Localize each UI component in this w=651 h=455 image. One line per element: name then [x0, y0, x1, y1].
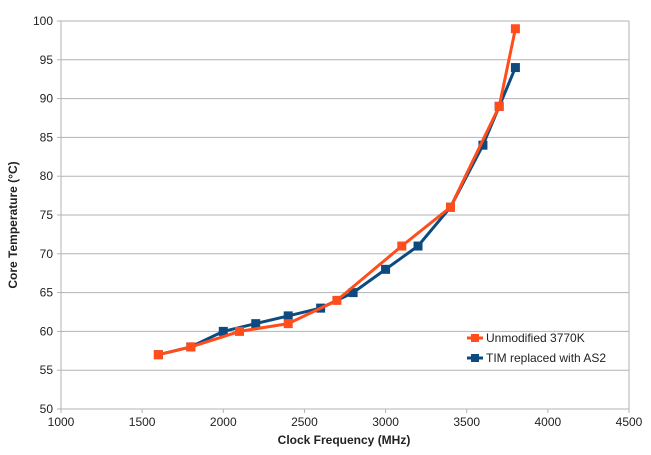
y-tick-label: 90: [40, 92, 54, 106]
x-tick-label: 4000: [535, 415, 562, 429]
y-tick-label: 85: [40, 130, 54, 144]
x-tick-label: 2500: [291, 415, 318, 429]
data-point: [445, 202, 455, 212]
y-tick-label: 65: [40, 286, 54, 300]
x-tick-label: 3500: [453, 415, 480, 429]
y-tick-label: 70: [40, 247, 54, 261]
x-tick-label: 1500: [129, 415, 156, 429]
data-point: [235, 326, 245, 336]
y-tick-label: 95: [40, 53, 54, 67]
data-point: [251, 319, 261, 329]
data-point: [332, 295, 342, 305]
legend-label: Unmodified 3770K: [486, 331, 585, 345]
x-tick-label: 1000: [48, 415, 75, 429]
series-line: [158, 28, 517, 357]
y-tick-label: 55: [40, 363, 54, 377]
legend-label: TIM replaced with AS2: [486, 351, 606, 365]
data-point: [397, 241, 407, 251]
data-point: [413, 241, 423, 251]
y-tick-label: 75: [40, 208, 54, 222]
legend: Unmodified 3770K TIM replaced with AS2: [467, 331, 606, 365]
y-tick-label: 60: [40, 324, 54, 338]
x-tick-label: 2000: [210, 415, 237, 429]
series-group: [153, 24, 520, 360]
data-point: [283, 311, 293, 321]
data-point: [381, 264, 391, 274]
x-tick-label: 3000: [372, 415, 399, 429]
axes: 50 55 60 65 70 75 80 85 90 95 100 1000 1500 2000 2500 3…: [33, 14, 643, 429]
series-1: [153, 24, 520, 360]
legend-marker: [471, 354, 479, 362]
legend-item: TIM replaced with AS2: [467, 351, 606, 365]
legend-item: Unmodified 3770K: [467, 331, 585, 345]
data-point: [478, 140, 488, 150]
data-point: [218, 326, 228, 336]
data-point: [494, 101, 504, 111]
gridlines: [61, 20, 629, 410]
data-point: [283, 319, 293, 329]
x-tick-label: 4500: [616, 415, 643, 429]
legend-marker: [471, 334, 479, 342]
series-line: [158, 67, 517, 357]
y-tick-label: 50: [40, 402, 54, 416]
data-point: [348, 288, 358, 298]
data-point: [186, 342, 196, 352]
data-point: [510, 63, 520, 73]
series-2: [153, 63, 520, 360]
y-tick-label: 100: [33, 14, 53, 28]
x-axis-title: Clock Frequency (MHz): [278, 433, 411, 447]
data-point: [510, 24, 520, 34]
data-point: [153, 350, 163, 360]
y-tick-label: 80: [40, 169, 54, 183]
y-axis-title: Core Temperature (°C): [6, 161, 20, 288]
